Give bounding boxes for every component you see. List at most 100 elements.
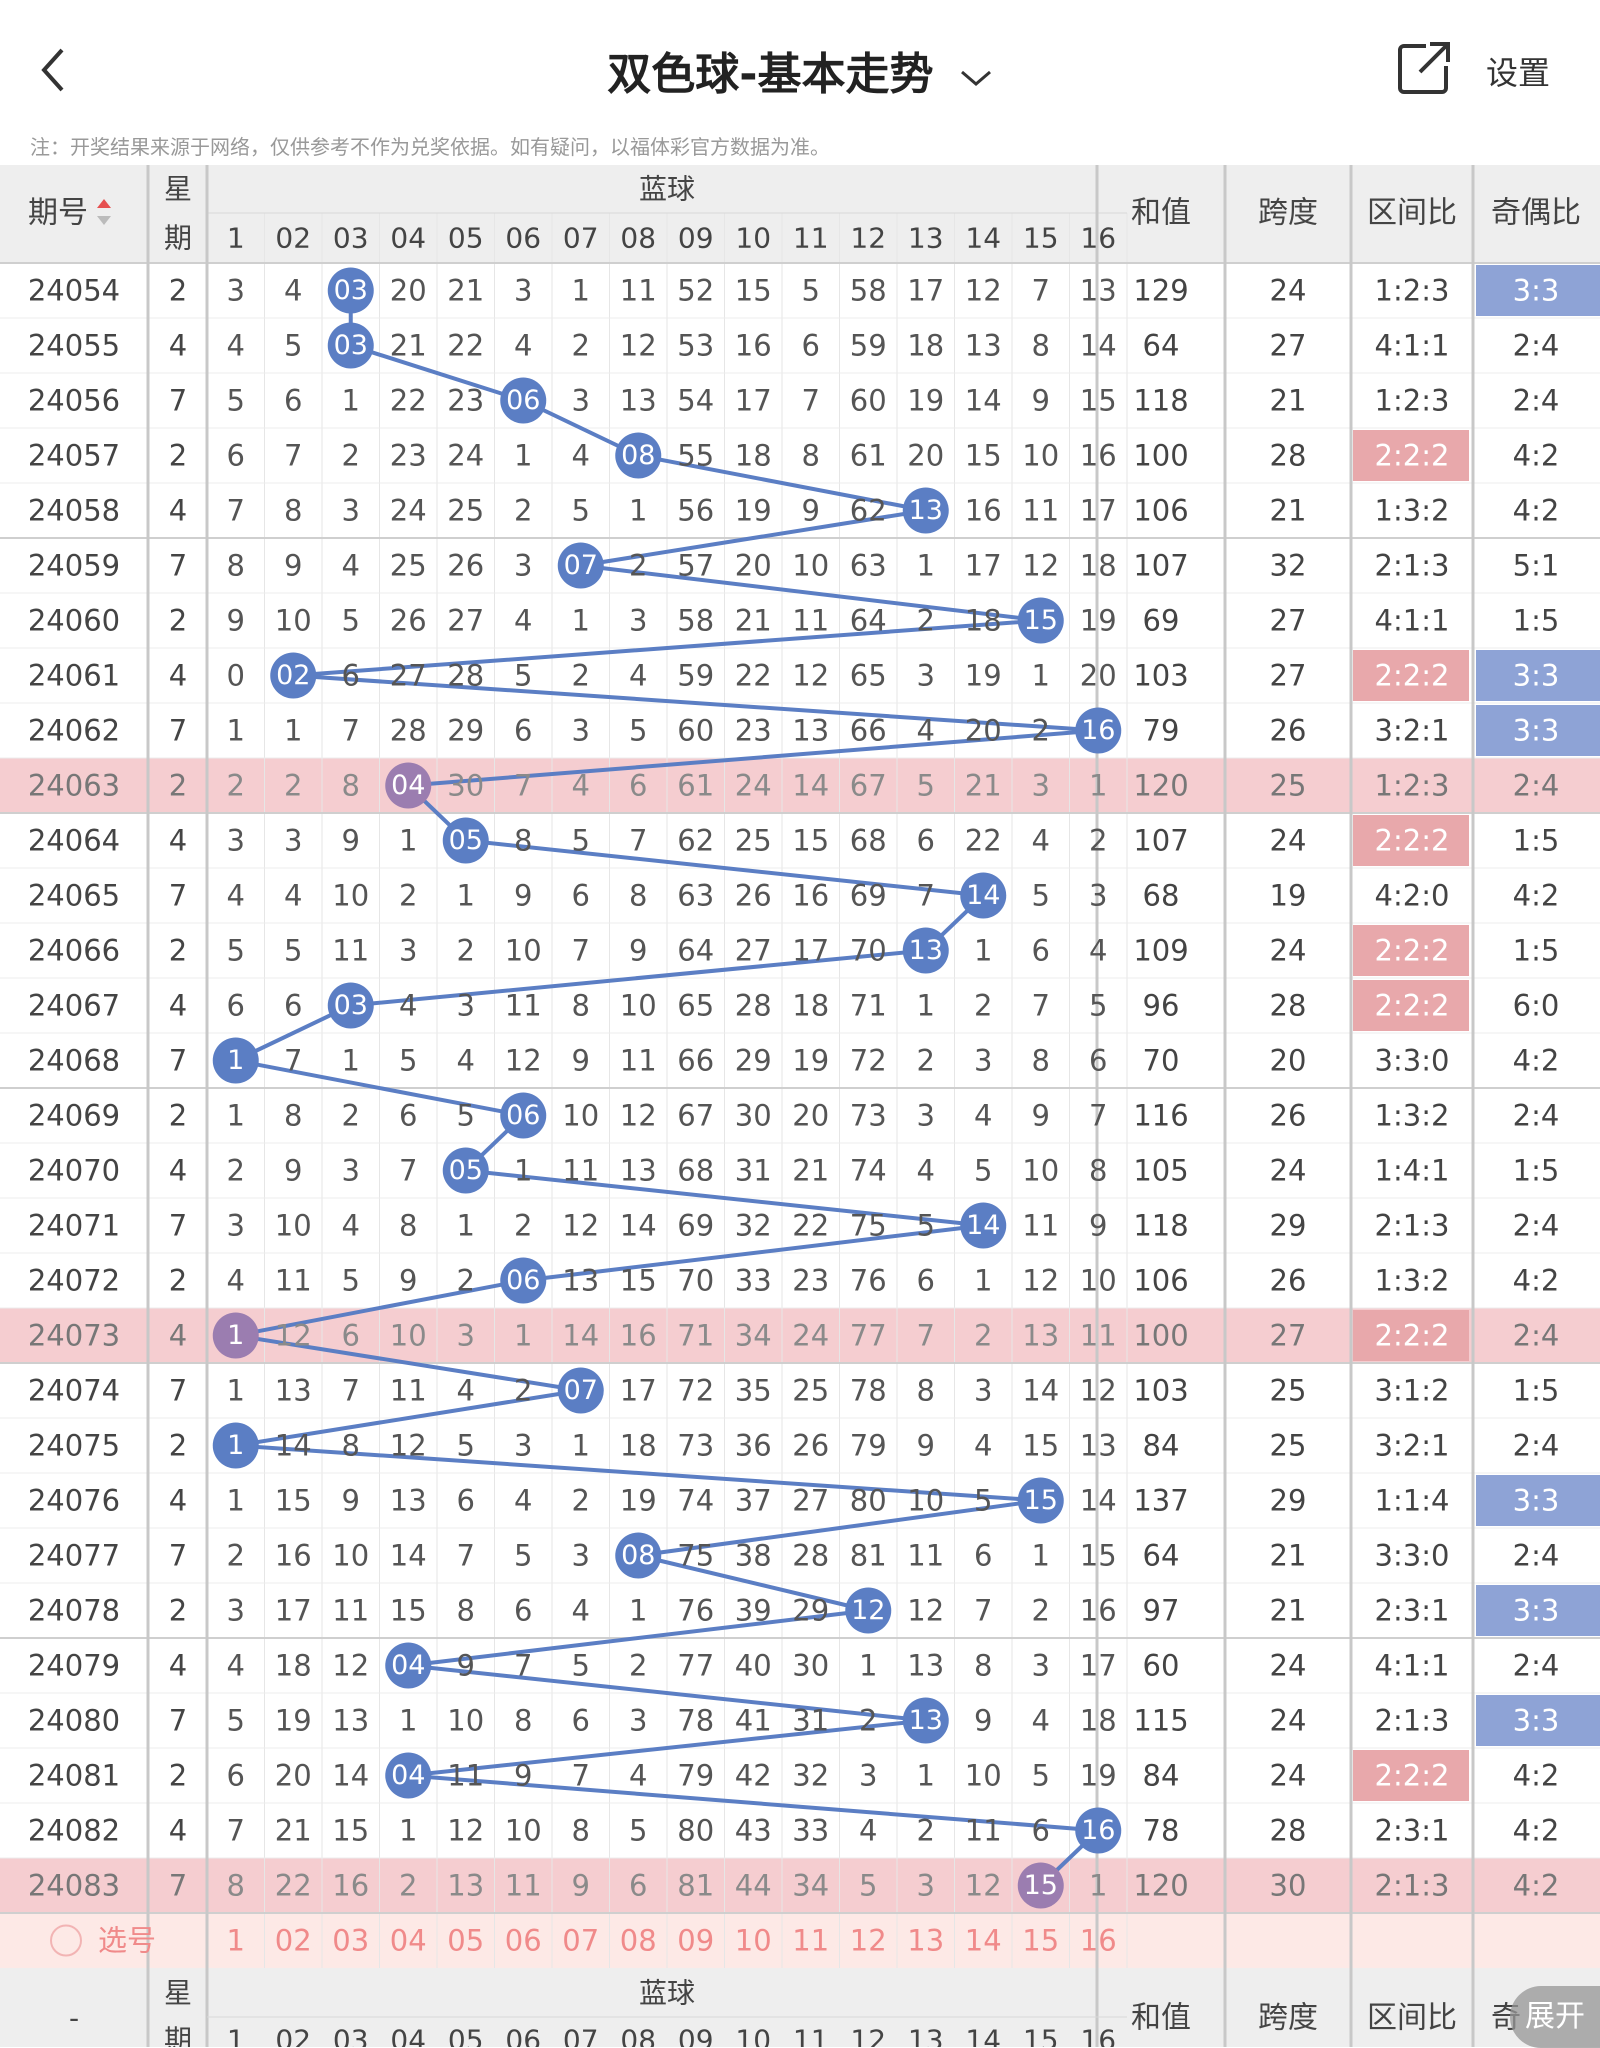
week-cell: 4 <box>169 1649 187 1683</box>
miss-count-cell: 61 <box>677 769 714 803</box>
chevron-left-icon[interactable] <box>30 40 80 100</box>
miss-count-cell: 6 <box>572 879 590 913</box>
miss-count-cell: 9 <box>629 934 647 968</box>
miss-count-cell: 1 <box>1089 769 1107 803</box>
select-number-option[interactable]: 15 <box>1022 1924 1059 1958</box>
miss-count-cell: 30 <box>447 769 484 803</box>
miss-count-cell: 10 <box>275 1209 312 1243</box>
miss-count-cell: 1 <box>284 714 302 748</box>
miss-count-cell: 1 <box>514 1319 532 1353</box>
select-number-option[interactable]: 13 <box>907 1924 944 1958</box>
blue-ball: 14 <box>960 872 1007 919</box>
miss-count-cell: 4 <box>917 1154 935 1188</box>
miss-count-cell: 2 <box>572 659 590 693</box>
miss-count-cell: 3 <box>227 1209 245 1243</box>
miss-count-cell: 34 <box>792 1869 829 1903</box>
select-number-option[interactable]: 11 <box>792 1924 829 1958</box>
miss-count-cell: 65 <box>677 989 714 1023</box>
blue-ball-number: 03 <box>334 330 368 361</box>
sum-cell: 116 <box>1133 1099 1188 1133</box>
chevron-down-icon[interactable] <box>959 67 993 89</box>
miss-count-cell: 5 <box>342 1264 360 1298</box>
expand-button[interactable]: 展开 <box>1510 1986 1600 2048</box>
blue-ball-number: 05 <box>449 825 483 856</box>
miss-count-cell: 28 <box>390 714 427 748</box>
miss-count-cell: 3 <box>1089 879 1107 913</box>
miss-count-cell: 17 <box>965 549 1002 583</box>
footer-blue-number: 07 <box>563 2024 599 2048</box>
select-number-option[interactable]: 06 <box>505 1924 542 1958</box>
blue-ball: 03 <box>327 982 374 1029</box>
oddeven-ratio-cell: 2:4 <box>1513 384 1560 418</box>
miss-count-cell: 63 <box>677 879 714 913</box>
period-cell: 24068 <box>28 1044 120 1078</box>
select-number-label[interactable]: 选号 <box>98 1924 156 1958</box>
miss-count-cell: 14 <box>1022 1374 1059 1408</box>
miss-count-cell: 66 <box>850 714 887 748</box>
miss-count-cell: 7 <box>629 824 647 858</box>
select-number-option[interactable]: 07 <box>562 1924 599 1958</box>
miss-count-cell: 8 <box>227 1869 245 1903</box>
highlight-row <box>0 758 1600 813</box>
select-number-option[interactable]: 10 <box>735 1924 772 1958</box>
select-number-option[interactable]: 05 <box>447 1924 484 1958</box>
miss-count-cell: 74 <box>677 1484 714 1518</box>
period-cell: 24071 <box>28 1209 120 1243</box>
select-radio[interactable] <box>50 1924 82 1957</box>
select-number-option[interactable]: 09 <box>677 1924 714 1958</box>
select-number-option[interactable]: 12 <box>850 1924 887 1958</box>
miss-count-cell: 3 <box>974 1044 992 1078</box>
blue-ball-number: 15 <box>1024 1870 1058 1901</box>
select-number-option[interactable]: 16 <box>1080 1924 1117 1958</box>
blue-number-header: 04 <box>390 222 426 255</box>
blue-ball: 13 <box>902 487 949 534</box>
miss-count-cell: 2 <box>399 1869 417 1903</box>
share-icon[interactable] <box>1396 40 1452 96</box>
miss-count-cell: 1 <box>1032 1539 1050 1573</box>
miss-count-cell: 13 <box>1022 1319 1059 1353</box>
select-number-option[interactable]: 14 <box>965 1924 1002 1958</box>
miss-count-cell: 9 <box>802 494 820 528</box>
span-cell: 24 <box>1270 934 1307 968</box>
zone-ratio-cell: 1:2:3 <box>1375 384 1450 418</box>
miss-count-cell: 9 <box>284 1154 302 1188</box>
miss-count-cell: 25 <box>447 494 484 528</box>
miss-count-cell: 1 <box>227 1484 245 1518</box>
miss-count-cell: 5 <box>284 934 302 968</box>
miss-count-cell: 3 <box>514 549 532 583</box>
settings-button[interactable]: 设置 <box>1486 54 1551 92</box>
miss-count-cell: 72 <box>850 1044 887 1078</box>
miss-count-cell: 8 <box>974 1649 992 1683</box>
span-cell: 21 <box>1270 384 1307 418</box>
miss-count-cell: 4 <box>572 1594 590 1628</box>
miss-count-cell: 26 <box>447 549 484 583</box>
miss-count-cell: 67 <box>850 769 887 803</box>
span-cell: 27 <box>1270 329 1307 363</box>
week-cell: 7 <box>169 1374 187 1408</box>
oddeven-ratio-cell: 6:0 <box>1513 989 1560 1023</box>
select-number-option[interactable]: 02 <box>275 1924 312 1958</box>
miss-count-cell: 25 <box>792 1374 829 1408</box>
zone-ratio-cell: 2:1:3 <box>1375 1704 1450 1738</box>
miss-count-cell: 7 <box>342 714 360 748</box>
select-number-option[interactable]: 04 <box>390 1924 427 1958</box>
blue-ball: 15 <box>1017 1862 1064 1909</box>
week-cell: 2 <box>169 1099 187 1133</box>
select-number-option[interactable]: 03 <box>332 1924 369 1958</box>
miss-count-cell: 15 <box>390 1594 427 1628</box>
miss-count-cell: 12 <box>620 1099 657 1133</box>
select-number-option[interactable]: 08 <box>620 1924 657 1958</box>
miss-count-cell: 3 <box>227 274 245 308</box>
zone-highlight <box>1353 980 1469 1031</box>
miss-count-cell: 8 <box>514 824 532 858</box>
miss-count-cell: 18 <box>735 439 772 473</box>
select-number-option[interactable]: 1 <box>227 1924 245 1958</box>
miss-count-cell: 8 <box>629 879 647 913</box>
footer-week: 星 <box>164 1977 192 2010</box>
page-title[interactable]: 双色球-基本走势 <box>0 38 1600 102</box>
miss-count-cell: 79 <box>850 1429 887 1463</box>
sort-icon[interactable] <box>97 199 111 225</box>
zone-ratio-cell: 2:1:3 <box>1375 1209 1450 1243</box>
miss-count-cell: 7 <box>399 1154 417 1188</box>
oddeven-ratio-cell: 3:3 <box>1513 659 1560 693</box>
